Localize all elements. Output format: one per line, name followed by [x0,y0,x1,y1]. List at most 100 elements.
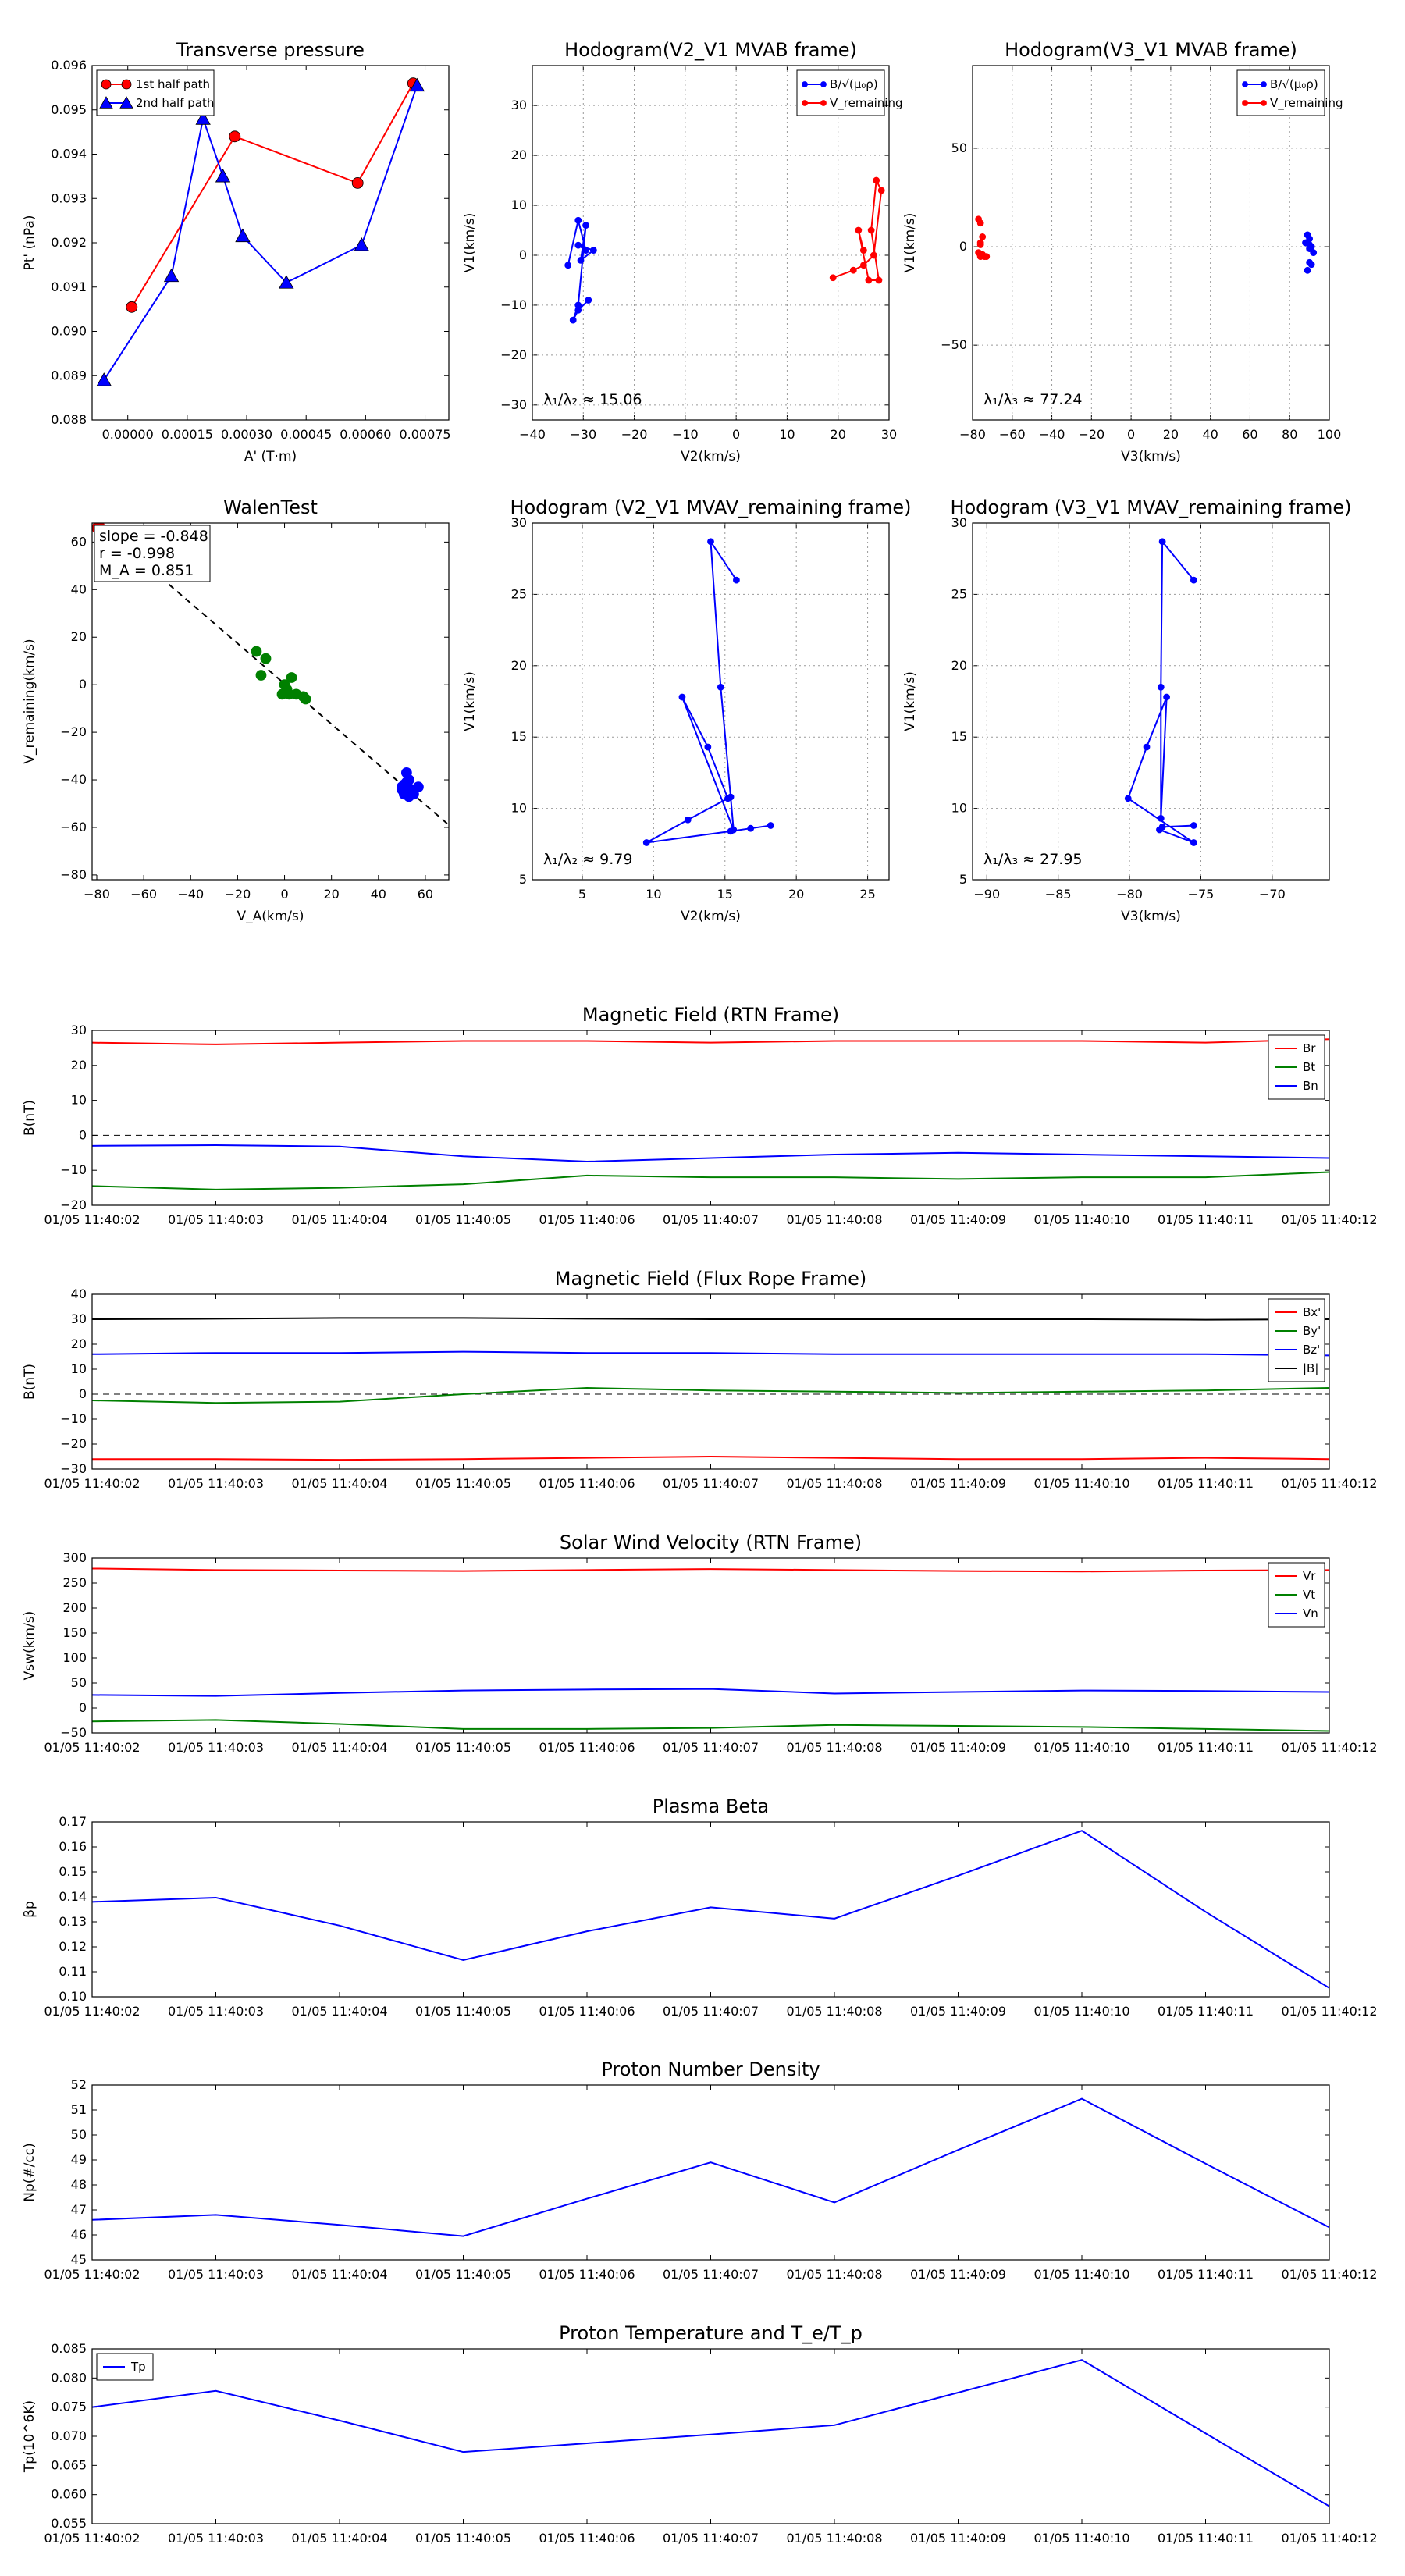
walen-test-series-1-point [286,672,297,683]
hodogram-v3-v1-mvav-ytick-label: 10 [951,801,967,816]
transverse-pressure-series-1-point [96,372,112,386]
solar-wind-velocity-title: Solar Wind Velocity (RTN Frame) [560,1532,862,1553]
proton-number-density-ytick-label: 48 [71,2177,87,2192]
magnetic-field-rtn-legend-label: Bt [1303,1060,1315,1074]
hodogram-v3-v1-mvab-series-0-point [1306,235,1314,243]
plasma-beta-ytick-label: 0.17 [59,1814,87,1829]
walen-test-stat-line: r = -0.998 [99,545,175,562]
hodogram-v3-v1-mvab-xtick-label: 80 [1282,427,1297,442]
plasma-beta-time-label: 01/05 11:40:08 [786,2004,882,2019]
solar-wind-velocity-ytick-label: 50 [71,1675,87,1690]
hodogram-v2-v1-mvab-ytick-label: 10 [511,197,527,212]
proton-number-density-ytick-label: 49 [71,2152,87,2167]
plasma-beta-frame [91,1821,1330,1998]
proton-number-density-time-label: 01/05 11:40:06 [539,2267,635,2282]
proton-number-density-time-label: 01/05 11:40:03 [168,2267,264,2282]
solar-wind-velocity-ylabel: Vsw(km/s) [22,1611,37,1681]
plasma-beta-ytick-label: 0.10 [59,1989,87,2004]
hodogram-v3-v1-mvab-title: Hodogram(V3_V1 MVAB frame) [1005,39,1297,61]
proton-temperature-time-label: 01/05 11:40:05 [415,2531,511,2546]
transverse-pressure-series-1-point [409,77,425,92]
hodogram-v3-v1-mvab-series-0-point [1304,266,1311,274]
solar-wind-velocity-time-label: 01/05 11:40:11 [1158,1740,1254,1755]
proton-temperature-time-label: 01/05 11:40:06 [539,2531,635,2546]
hodogram-v2-v1-mvab-ytick-label: −20 [500,347,527,362]
plasma-beta-title: Plasma Beta [653,1795,769,1817]
proton-number-density-time-label: 01/05 11:40:12 [1281,2267,1377,2282]
hodogram-v2-v1-mvab-annotation: λ₁/λ₂ ≈ 15.06 [543,391,642,408]
transverse-pressure-legend-marker [101,79,112,90]
hodogram-v3-v1-mvab-series-1-point [983,253,991,261]
walen-test-series-1-point [300,693,311,705]
solar-wind-velocity-ytick-label: 100 [62,1650,87,1665]
proton-number-density-ylabel: Np(#/cc) [22,2143,37,2201]
solar-wind-velocity-time-label: 01/05 11:40:04 [291,1740,387,1755]
proton-temperature-time-label: 01/05 11:40:08 [786,2531,882,2546]
proton-temperature-ytick-label: 0.085 [51,2341,87,2356]
proton-number-density-plot-area [92,2097,1329,2237]
hodogram-v2-v1-mvav-ytick-label: 15 [511,729,527,744]
magnetic-field-flux-rope-time-label: 01/05 11:40:03 [168,1476,264,1491]
magnetic-field-flux-rope-legend-label: Bz' [1303,1343,1320,1357]
hodogram-v2-v1-mvav-ytick-label: 25 [511,586,527,601]
magnetic-field-rtn-time-label: 01/05 11:40:10 [1033,1212,1129,1227]
hodogram-v2-v1-mvav-ylabel: V1(km/s) [462,671,478,731]
walen-test-series-2-point [400,777,412,788]
solar-wind-velocity-time-label: 01/05 11:40:07 [663,1740,759,1755]
plasma-beta-time-label: 01/05 11:40:05 [415,2004,511,2019]
magnetic-field-rtn-time-label: 01/05 11:40:07 [663,1212,759,1227]
walen-test-panel: WalenTest −80 −60 −40 −20 0 20 40 60 −80 −60 −40 −20… [22,496,450,924]
magnetic-field-rtn-time-label: 01/05 11:40:04 [291,1212,387,1227]
hodogram-v3-v1-mvav-frame [972,522,1330,881]
hodogram-v3-v1-mvab-xtick-label: 0 [1127,427,1135,442]
hodogram-v3-v1-mvab-legend-label: V_remaining [1270,96,1343,111]
hodogram-v2-v1-mvab-ytick-label: 0 [519,247,527,262]
walen-test-stat-line: slope = -0.848 [99,528,208,545]
walen-test-ytick-label: −80 [60,867,87,882]
transverse-pressure-xlabel: A' (T·m) [244,449,297,464]
transverse-pressure-frame [91,65,450,421]
magnetic-field-rtn-ytick-label: 30 [71,1023,87,1037]
proton-temperature-time-label: 01/05 11:40:04 [291,2531,387,2546]
magnetic-field-flux-rope-title: Magnetic Field (Flux Rope Frame) [555,1268,866,1290]
hodogram-v2-v1-mvav-series-0-point [717,683,724,691]
proton-number-density-time-label: 01/05 11:40:11 [1158,2267,1254,2282]
hodogram-v2-v1-mvab-series-0-point [564,262,572,269]
hodogram-v3-v1-mvav-series-0-point [1190,576,1197,584]
transverse-pressure-series-0-point [351,176,364,189]
transverse-pressure-series-1-point [235,228,251,243]
magnetic-field-flux-rope-time-label: 01/05 11:40:08 [786,1476,882,1491]
transverse-pressure-xtick-label: 0.00030 [221,427,272,442]
hodogram-v2-v1-mvab-series-0-point [582,222,589,229]
walen-test-xtick-label: 60 [418,887,433,902]
magnetic-field-flux-rope-time-label: 01/05 11:40:02 [44,1476,140,1491]
proton-number-density-title: Proton Number Density [601,2058,820,2080]
hodogram-v3-v1-mvav-xtick-label: −75 [1188,887,1215,902]
plasma-beta-time-label: 01/05 11:40:11 [1158,2004,1254,2019]
transverse-pressure-xtick-label: 0.00075 [399,427,450,442]
transverse-pressure-ylabel: Pt' (nPa) [22,215,37,271]
magnetic-field-flux-rope-time-label: 01/05 11:40:05 [415,1476,511,1491]
hodogram-v3-v1-mvab-xlabel: V3(km/s) [1121,449,1181,464]
magnetic-field-rtn-time-label: 01/05 11:40:11 [1158,1212,1254,1227]
walen-test-xtick-label: 40 [371,887,386,902]
walen-test-stats-box [94,525,211,582]
magnetic-field-flux-rope-plot-area [92,1317,1329,1461]
hodogram-v2-v1-mvav-ytick-label: 20 [511,658,527,673]
proton-temperature-frame [91,2348,1330,2524]
solar-wind-velocity-legend-label: Vt [1303,1588,1315,1602]
hodogram-v2-v1-mvav-xtick-label: 5 [578,887,586,902]
magnetic-field-flux-rope-time-label: 01/05 11:40:12 [1281,1476,1377,1491]
magnetic-field-rtn-ylabel: B(nT) [22,1100,37,1136]
hodogram-v2-v1-mvab-panel: Hodogram(V2_V1 MVAB frame) −30 −20 −10 0 10 20… [462,39,903,464]
hodogram-v3-v1-mvav-ytick-label: 5 [959,872,967,887]
magnetic-field-rtn-ytick-label: 0 [79,1127,87,1142]
walen-test-frame [91,522,450,881]
hodogram-v2-v1-mvab-xtick-label: 0 [732,427,740,442]
hodogram-v2-v1-mvab-series-0-point [574,216,582,224]
magnetic-field-flux-rope-ytick-label: 40 [71,1286,87,1301]
hodogram-v2-v1-mvab-ytick-label: 20 [511,148,527,162]
hodogram-v2-v1-mvab-ylabel: V1(km/s) [462,213,478,273]
transverse-pressure-ytick-label: 0.093 [51,190,87,205]
hodogram-v2-v1-mvav-series-0-point [747,824,755,832]
